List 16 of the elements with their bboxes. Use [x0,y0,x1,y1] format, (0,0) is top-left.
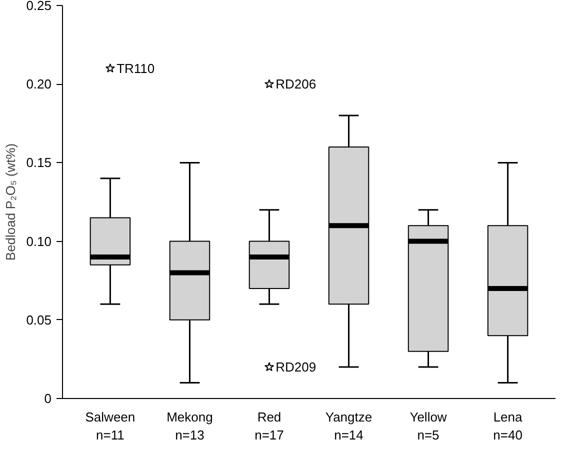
x-tick-label: Yangtze n=14 [325,410,372,442]
x-tick-label: Lena n=40 [493,410,524,442]
x-tick-label: Yellow n=5 [410,410,448,442]
annotation: RD209 [276,360,316,375]
x-tick-label: Salween n=11 [85,410,136,442]
y-tick-label: 0.05 [26,312,52,328]
y-tick-label: 0 [44,391,52,406]
y-tick-label: 0.15 [26,155,52,170]
y-tick-label: 0.25 [26,0,52,13]
y-tick-label: 0.10 [26,234,52,249]
annotation: RD206 [276,76,316,92]
y-axis-title: Bedload P₂O₅ (wt%) [3,143,18,261]
x-tick-label: Mekong n=13 [166,410,213,442]
annotation: TR110 [116,60,155,76]
x-tick-label: Red n=17 [254,410,284,442]
y-tick-label: 0.20 [26,76,52,92]
